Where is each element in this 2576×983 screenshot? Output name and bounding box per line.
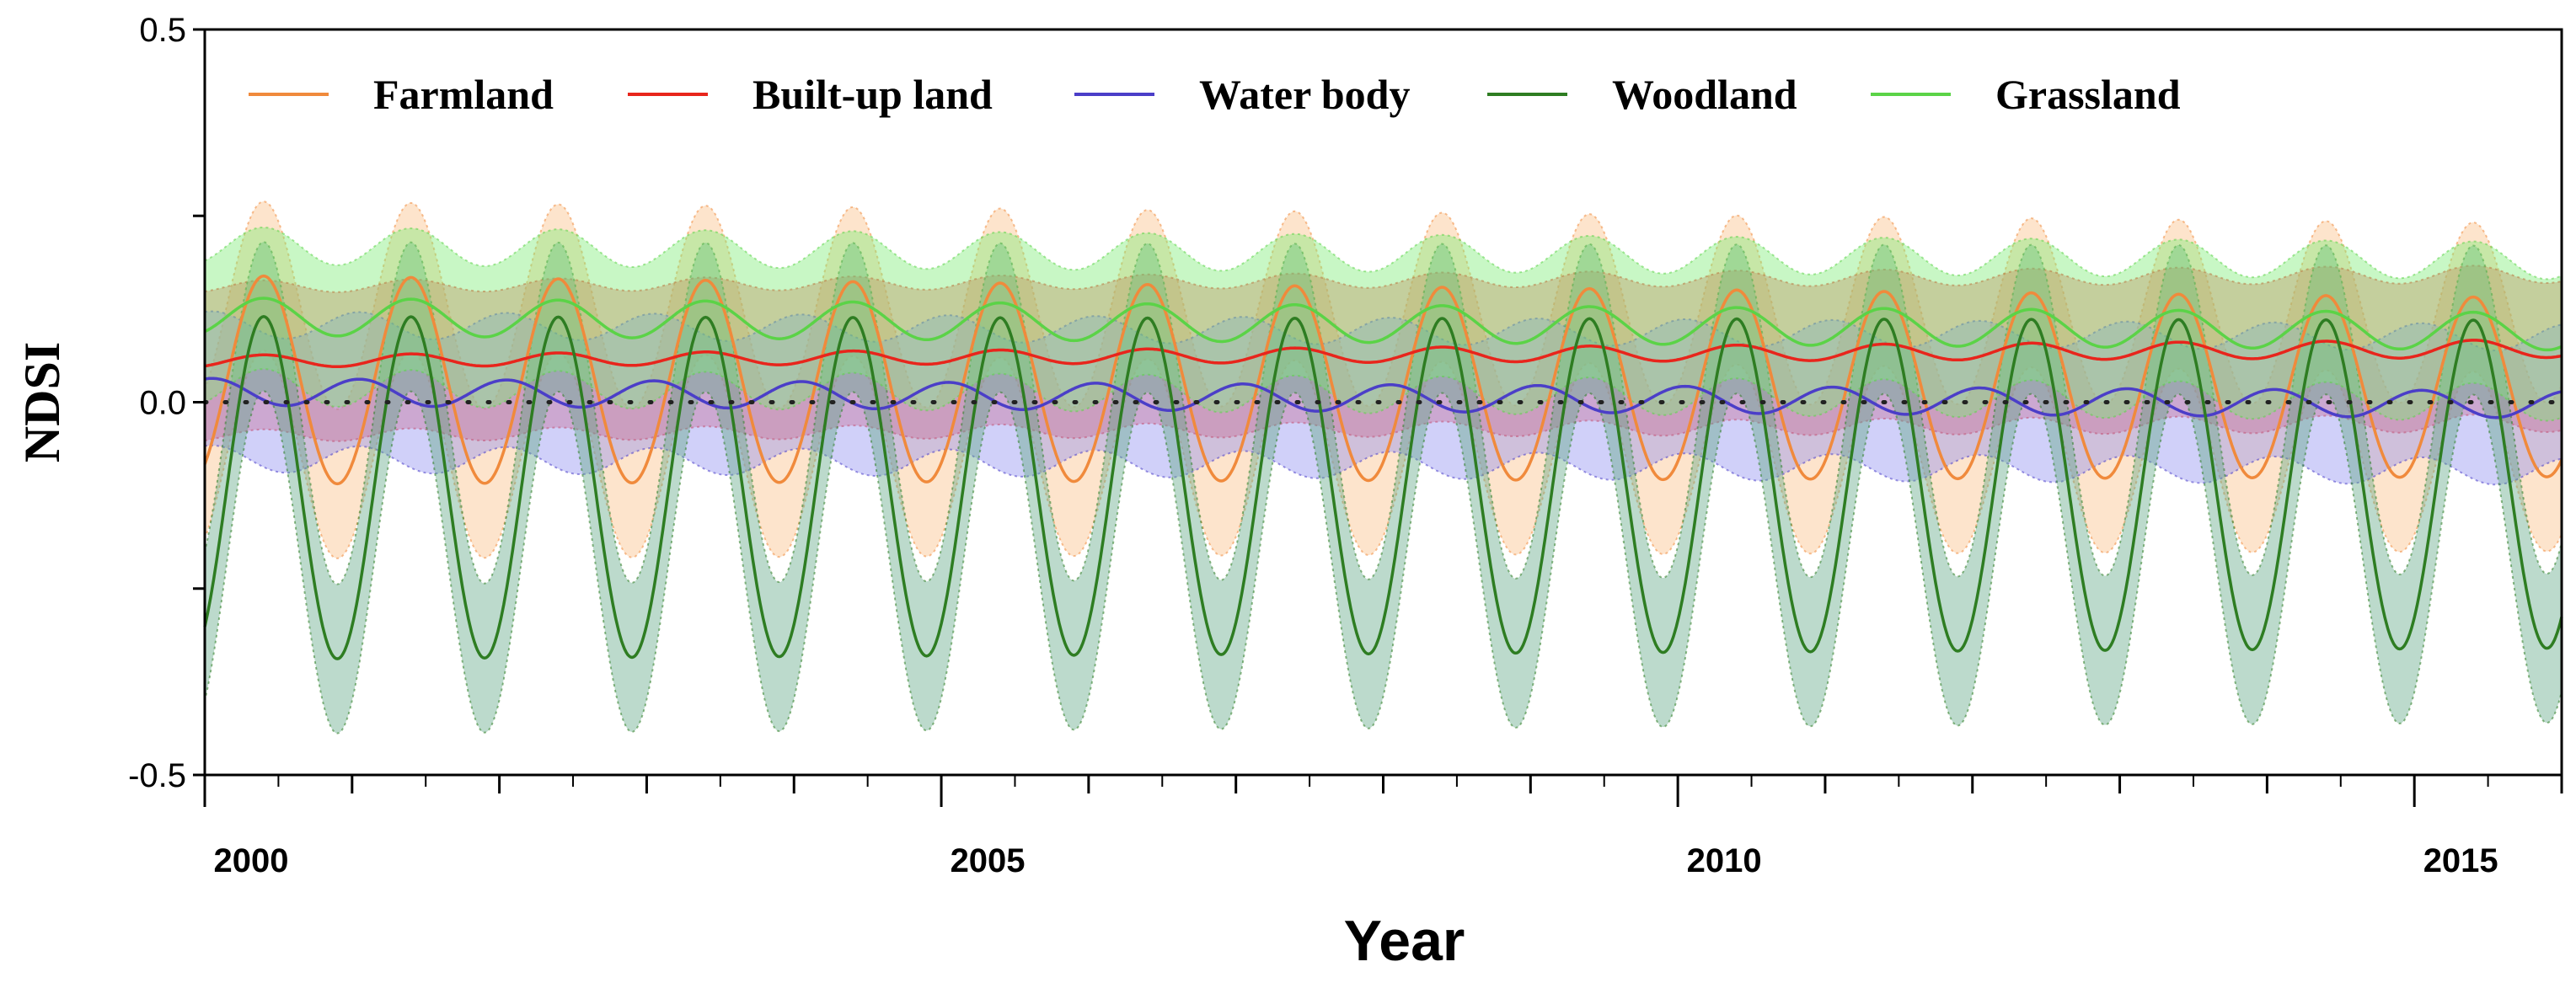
grassland-band [205,227,2562,421]
water-body-band-lower-edge [204,444,2563,486]
woodland-band [205,242,2562,734]
grassland-band-upper-edge [204,227,2563,280]
legend-label-grassland: Grassland [1995,71,2181,118]
legend-label-built-up-land: Built-up land [752,71,993,118]
farmland-band-lower-edge [204,350,2563,559]
water-body-band-upper-edge [204,310,2563,351]
built-up-land-line [204,339,2563,369]
woodland-band-upper-edge [204,241,2563,585]
water-body-band [205,311,2562,485]
woodland-line [203,315,2563,660]
grassland-line [204,297,2563,352]
y-axis: -0.5 0.0 0.5 [128,12,205,794]
legend-label-water-body: Water body [1199,71,1411,118]
farmland-band [205,201,2562,558]
legend-label-woodland: Woodland [1612,71,1797,118]
built-up-land-band [205,265,2562,441]
y-axis-title: NDSI [14,342,70,462]
x-tick-label: 2010 [1687,842,1762,879]
farmland-line [203,274,2563,486]
x-axis-title: Year [1344,909,1465,973]
y-tick-label: -0.5 [128,757,186,794]
water-body-line [204,377,2563,419]
uncertainty-bands [204,200,2563,735]
woodland-band-lower-edge [204,390,2563,735]
y-tick-label: 0.0 [139,385,186,422]
series-lines [203,274,2563,660]
farmland-band-upper-edge [204,200,2563,410]
y-tick-label: 0.5 [139,12,186,49]
legend: Farmland Built-up land Water body Woodland G… [249,71,2181,118]
legend-label-farmland: Farmland [373,71,554,118]
x-tick-label: 2015 [2423,842,2498,879]
x-tick-label: 2005 [951,842,1026,879]
grassland-band-lower-edge [204,368,2563,422]
x-tick-label: 2000 [214,842,289,879]
x-axis: 2000 2005 2010 2015 [203,775,2563,879]
